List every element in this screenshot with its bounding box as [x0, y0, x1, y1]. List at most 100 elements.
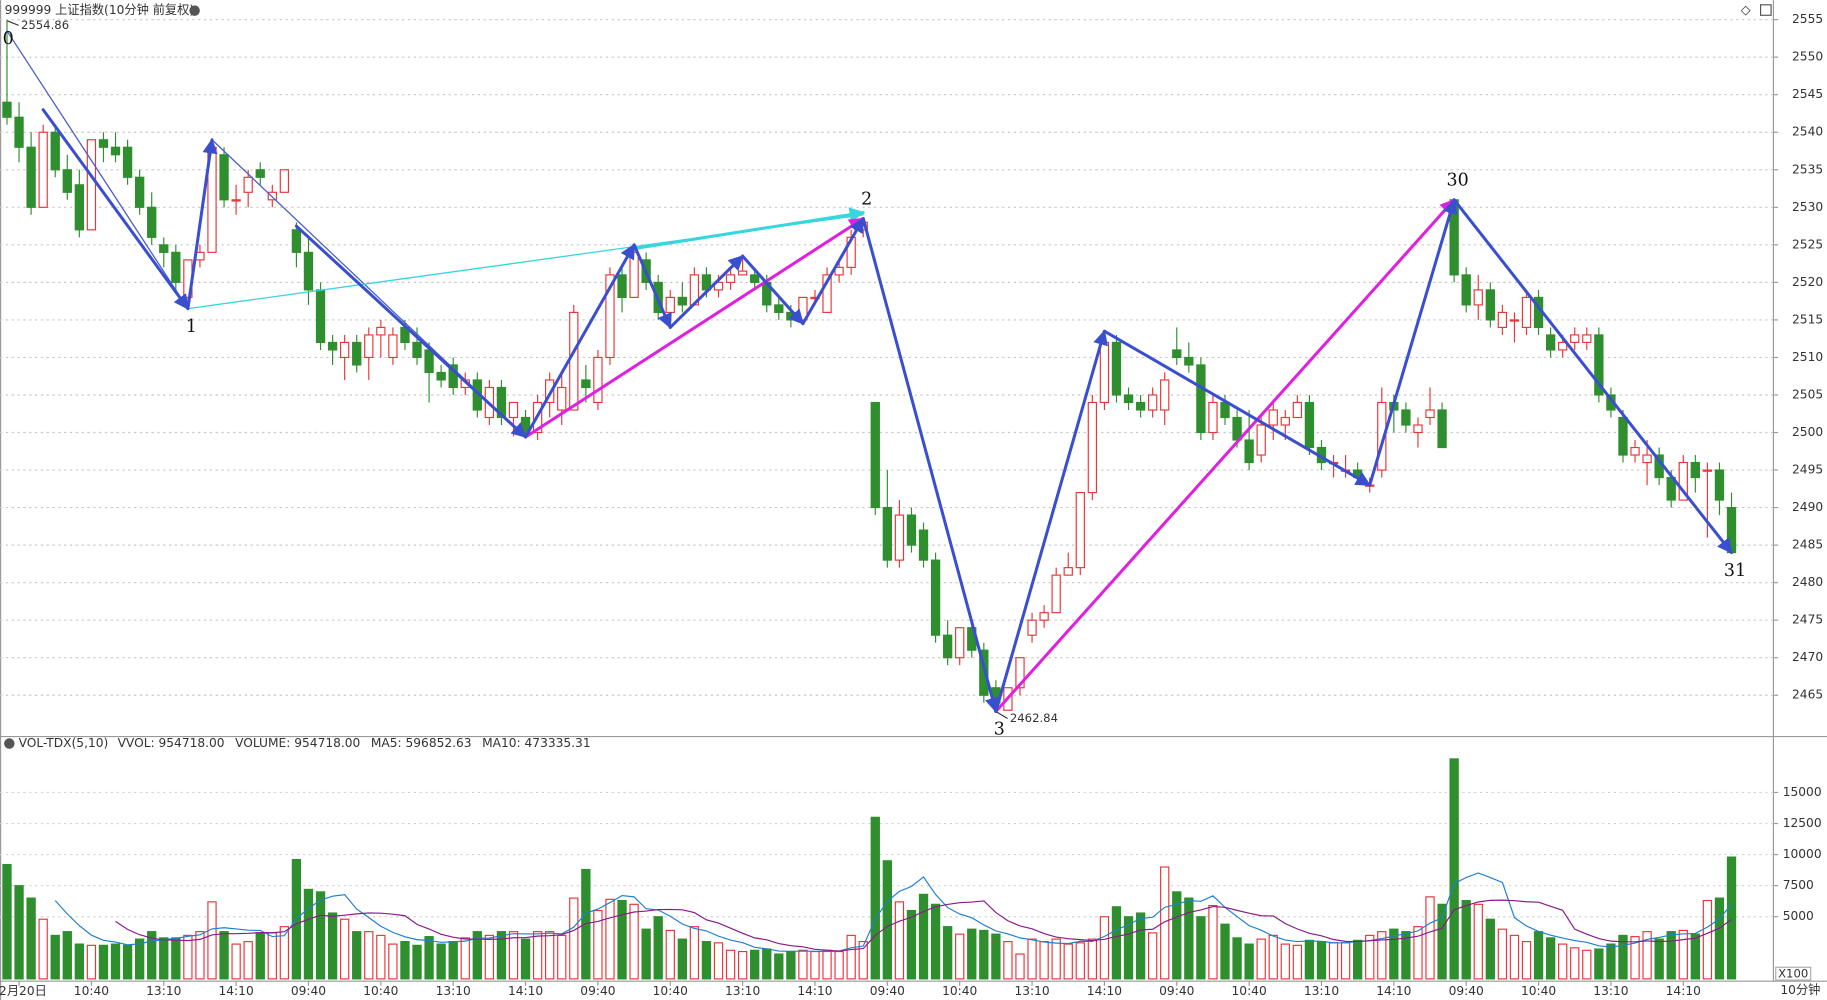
candle-body	[1461, 274, 1471, 306]
toolbar-icon[interactable]	[1760, 4, 1772, 16]
vol-legend-item: VVOL: 954718.00	[118, 736, 225, 750]
volume-bar	[1075, 942, 1085, 980]
candle-body	[617, 274, 627, 298]
candle-body	[122, 146, 133, 178]
volume-bar	[906, 909, 917, 980]
volume-bar	[593, 909, 603, 980]
candle-body	[1726, 506, 1737, 554]
wave-segment	[1368, 198, 1458, 487]
volume-bar	[183, 934, 193, 980]
wave-segment	[186, 138, 218, 311]
volume-bar	[967, 928, 977, 980]
volume-bar	[1473, 903, 1483, 980]
volume-bar	[1316, 941, 1327, 980]
volume-bar	[1353, 939, 1363, 980]
candle-body	[327, 341, 338, 351]
y-tick-label: 7500	[1783, 878, 1814, 892]
vol-settings-icon[interactable]	[4, 738, 15, 749]
volume-bar	[1328, 942, 1339, 980]
volume-bar	[834, 950, 844, 980]
candle-body	[822, 274, 832, 313]
y-tick-label: 2545	[1792, 87, 1823, 101]
candle-body	[677, 296, 687, 306]
wave-segment	[861, 217, 1000, 713]
candle-body	[1642, 454, 1652, 464]
candle-body	[918, 529, 929, 561]
wave-segment	[1452, 198, 1734, 555]
x-tick-label: 13:10	[725, 984, 760, 998]
x-tick-label: 12月20日	[0, 984, 47, 998]
candle-body	[1027, 619, 1037, 636]
volume-bar	[641, 928, 651, 980]
volume-bar	[557, 934, 567, 980]
volume-bar	[1570, 947, 1580, 980]
chart-title: 999999 上证指数(10分钟 前复权)	[5, 2, 194, 17]
wave-segment	[668, 254, 745, 329]
volume-bar	[496, 931, 507, 980]
volume-bar	[412, 944, 422, 980]
candle-body	[713, 281, 724, 291]
y-tick-label: 2485	[1792, 538, 1823, 552]
y-tick-label: 2510	[1792, 350, 1823, 364]
volume-bar	[1413, 926, 1423, 980]
y-tick-label: 2475	[1792, 613, 1823, 627]
toolbar-icon[interactable]: ◇	[1741, 3, 1751, 18]
volume-bar	[725, 949, 736, 980]
volume-bar	[689, 926, 700, 980]
x-tick-label: 13:10	[146, 984, 181, 998]
volume-bar	[1533, 931, 1544, 980]
candle-body	[279, 169, 290, 193]
candle-body	[1558, 341, 1568, 351]
volume-bar	[1678, 929, 1688, 980]
volume-bar	[303, 888, 314, 980]
candle-body	[1087, 401, 1098, 494]
candle-body	[171, 251, 181, 283]
wave-segment	[994, 329, 1108, 713]
candle-body	[930, 559, 941, 636]
volume-bar	[1135, 912, 1146, 980]
candle-body	[1256, 424, 1266, 456]
candle-body	[1015, 657, 1025, 689]
x-tick-label: 10:40	[1521, 984, 1556, 998]
volume-bar	[98, 944, 109, 980]
volume-bar	[122, 944, 133, 980]
vol-title: VOL-TDX(5,10)	[19, 736, 109, 750]
candle-body	[979, 649, 989, 696]
volume-bar	[930, 903, 941, 980]
x-tick-label: 09:40	[580, 984, 615, 998]
volume-bar	[858, 941, 868, 980]
volume-bar	[665, 929, 675, 980]
volume-bar	[701, 941, 712, 980]
volume-bar	[74, 943, 85, 980]
volume-bar	[231, 943, 241, 980]
x-tick-label: 09:40	[291, 984, 326, 998]
y-tick-label: 2550	[1792, 50, 1823, 64]
candle-body	[1244, 439, 1254, 464]
y-tick-label: 2530	[1792, 200, 1823, 214]
candle-body	[1618, 416, 1628, 456]
candle-body	[1111, 341, 1122, 396]
candle-body	[557, 386, 567, 411]
x-tick-label: 10:40	[942, 984, 977, 998]
volume-bar	[1485, 918, 1495, 980]
volume-bar	[713, 942, 724, 980]
x-tick-label: 14:10	[508, 984, 543, 998]
candle-body	[1135, 401, 1146, 411]
candle-body	[1401, 409, 1411, 426]
volume-bar	[1256, 938, 1266, 980]
volume-bar	[38, 918, 48, 980]
wave-label: 30	[1447, 171, 1469, 191]
volume-bar	[1280, 943, 1290, 980]
vol-legend-item: VOLUME: 954718.00	[235, 736, 360, 750]
candle-body	[1509, 319, 1520, 322]
x-tick-label: 14:10	[1087, 984, 1122, 998]
volume-bar	[1099, 916, 1110, 980]
settings-icon[interactable]	[189, 5, 200, 16]
volume-bar	[979, 929, 989, 980]
candle-body	[1714, 469, 1725, 501]
candle-body	[1413, 424, 1423, 434]
candle-body	[906, 514, 917, 546]
y-tick-label: 2525	[1792, 237, 1823, 251]
volume-bar	[1461, 900, 1471, 980]
